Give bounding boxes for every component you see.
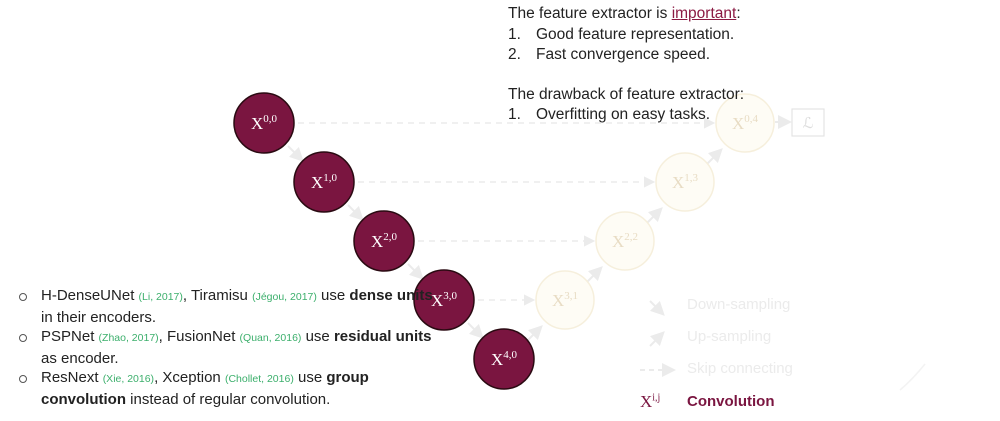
down-arrow-3 <box>467 322 484 339</box>
related-work-item: ResNext (Xie, 2016), Xception (Chollet, … <box>16 368 436 409</box>
down-sampling-icon <box>649 300 665 316</box>
related-work-item: H-DenseUNet (Li, 2017), Tiramisu (Jégou,… <box>16 286 436 327</box>
emphasis-text: dense units <box>349 287 433 304</box>
emphasis-text: residual units <box>333 328 432 345</box>
item-text: as encoder. <box>41 349 119 367</box>
citation: (Li, 2017) <box>138 291 183 303</box>
legend-icons <box>640 300 676 377</box>
feature-extractor-notes: The feature extractor is important: 1. Go… <box>508 4 744 126</box>
down-arrow-0 <box>287 145 304 162</box>
node-x10-label: X1,0 <box>311 172 338 192</box>
drawback-number: 1. <box>508 106 521 123</box>
down-arrow-1 <box>347 204 364 221</box>
node-x40 <box>473 328 535 390</box>
node-x10 <box>293 151 355 213</box>
item-text: ResNext <box>41 369 103 386</box>
item-text: , Xception <box>154 369 225 386</box>
item-text: PSPNet <box>41 328 99 345</box>
intro-prefix: The feature extractor is <box>508 5 672 22</box>
legend-down-sampling-label: Down-sampling <box>687 296 791 313</box>
item-text: H-DenseUNet <box>41 287 139 304</box>
node-x20-label: X2,0 <box>371 231 398 251</box>
node-x04 <box>715 93 775 153</box>
point-text: Fast convergence speed. <box>536 46 711 63</box>
node-x20 <box>353 210 415 272</box>
point-text: Good feature representation. <box>536 25 735 43</box>
emphasis-text: group convolution <box>41 369 369 408</box>
item-text: , FusionNet <box>158 328 240 345</box>
encoder-nodes: X0,0 X1,0 X2,0 X3,0 X4,0 <box>233 92 535 390</box>
legend-up-sampling-label: Up-sampling <box>687 328 772 345</box>
drawback-title: The drawback of feature extractor: <box>508 85 745 103</box>
bullet-circle-icon <box>19 375 27 383</box>
node-x22 <box>595 211 655 271</box>
intro-suffix: : <box>736 5 741 22</box>
node-x04-label: X0,4 <box>732 113 759 133</box>
drawback-text: Overfitting on easy tasks. <box>536 106 711 123</box>
point-number: 1. <box>508 25 521 43</box>
up-sampling-icon <box>649 331 665 347</box>
legend-convolution-label: Convolution <box>687 393 775 410</box>
node-x31-label: X3,1 <box>552 290 578 310</box>
bullet-circle-icon <box>19 293 27 301</box>
legend-skip-connecting-label: Skip connecting <box>687 360 793 377</box>
bullet-circle-icon <box>19 334 27 342</box>
item-text: , Tiramisu <box>182 287 253 304</box>
faint-stroke-decoration <box>899 363 926 391</box>
node-x31 <box>535 270 595 330</box>
intro-highlight: important <box>671 5 737 22</box>
loss-box: ℒ <box>791 108 825 137</box>
node-x30-label: X3,0 <box>431 290 458 310</box>
node-x13-label: X1,3 <box>672 172 699 192</box>
convolution-symbol: Xi,j <box>640 392 661 411</box>
point-number: 2. <box>508 46 521 63</box>
item-text: use <box>293 369 327 386</box>
intro-line: The feature extractor is important: <box>508 4 744 25</box>
item-text: in their encoders. <box>41 308 157 326</box>
point-item: 1. Good feature representation. <box>508 25 744 46</box>
item-text: instead of regular convolution. <box>126 390 331 408</box>
citation: (Zhao, 2017) <box>98 332 159 344</box>
citation: (Jégou, 2017) <box>252 291 317 303</box>
citation: (Quan, 2016) <box>239 332 302 344</box>
drawback-item: 1. Overfitting on easy tasks. <box>508 105 744 126</box>
citation: (Xie, 2016) <box>102 373 155 385</box>
down-sampling-arrows <box>287 145 484 339</box>
down-arrow-2 <box>407 263 424 280</box>
point-item: 2. Fast convergence speed. <box>508 45 744 66</box>
node-x30 <box>413 269 475 331</box>
node-x00-label: X0,0 <box>251 113 278 133</box>
node-x00 <box>233 92 295 154</box>
node-x13 <box>655 152 715 212</box>
node-x40-label: X4,0 <box>491 349 518 369</box>
loss-symbol: ℒ <box>803 114 814 132</box>
item-text: use <box>301 328 334 345</box>
item-text: use <box>316 287 350 304</box>
citation: (Chollet, 2016) <box>224 373 294 385</box>
skip-connections <box>298 117 716 306</box>
related-work-list: H-DenseUNet (Li, 2017), Tiramisu (Jégou,… <box>16 286 436 409</box>
related-work-item: PSPNet (Zhao, 2017), FusionNet (Quan, 20… <box>16 327 436 368</box>
node-x22-label: X2,2 <box>612 231 638 251</box>
faded-nodes: X3,1 X2,2 X1,3 X0,4 <box>535 93 775 330</box>
